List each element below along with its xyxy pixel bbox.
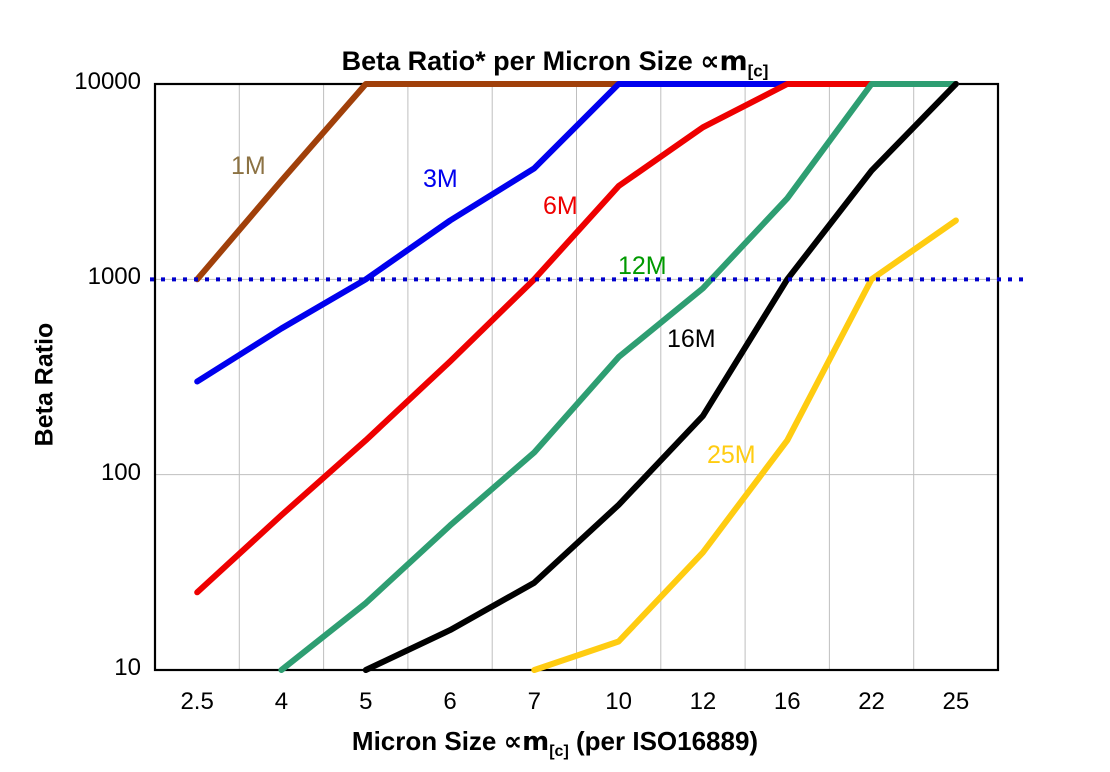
series-line-12M [278, 81, 959, 673]
x-tick-label: 7 [527, 688, 542, 715]
y-tick-label: 100 [100, 458, 141, 486]
series-label-1M: 1M [231, 152, 266, 180]
x-axis-title-tail: (per ISO16889) [568, 726, 759, 756]
x-tick-label: 4 [274, 688, 289, 715]
chart-title-main: Beta Ratio* per Micron Size [341, 46, 701, 76]
series-label-12M: 12M [618, 252, 667, 280]
series-line-16M [362, 81, 959, 673]
x-tick-label: 25 [942, 688, 970, 715]
chart-title-subscript: [c] [747, 61, 769, 81]
x-axis-title-symbol: ∝m [503, 727, 550, 757]
y-tick-label: 10 [114, 654, 141, 681]
x-axis-title-subscript: [c] [549, 743, 569, 761]
x-tick-label: 10 [605, 688, 632, 715]
x-tick-label: 6 [443, 688, 457, 715]
chart-title-symbol: ∝m [700, 46, 748, 77]
x-tick-label: 16 [773, 688, 801, 715]
series-line-6M [194, 81, 959, 596]
x-axis-title: Micron Size ∝m[c] (per ISO16889) [0, 726, 1110, 761]
series-label-25M: 25M [707, 441, 756, 469]
series-label-16M: 16M [667, 325, 716, 353]
x-axis-title-main: Micron Size [351, 726, 504, 756]
chart-title: Beta Ratio* per Micron Size ∝m[c] [0, 46, 1110, 81]
y-tick-label: 1000 [87, 263, 141, 291]
x-tick-label: 2.5 [180, 688, 214, 715]
series-label-6M: 6M [543, 192, 578, 220]
series-label-3M: 3M [423, 165, 458, 193]
y-tick-label: 10000 [74, 68, 141, 95]
x-tick-label: 22 [858, 688, 885, 715]
x-tick-label: 12 [689, 688, 717, 715]
series-line-25M [531, 217, 959, 673]
x-tick-label: 5 [359, 688, 373, 715]
